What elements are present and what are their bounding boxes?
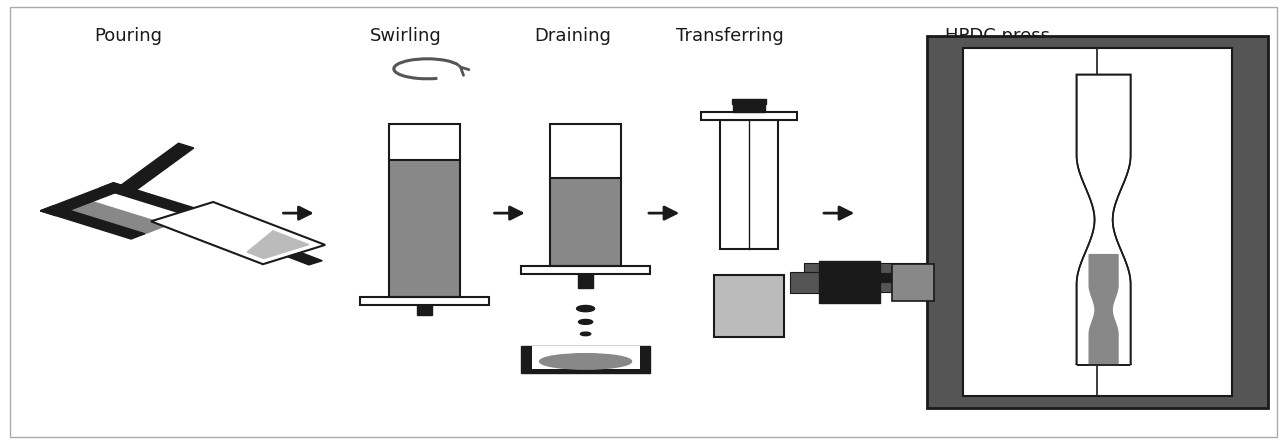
Polygon shape bbox=[121, 143, 194, 190]
Polygon shape bbox=[287, 253, 322, 265]
Bar bbox=[804, 263, 927, 273]
Polygon shape bbox=[99, 183, 205, 216]
Bar bbox=[521, 266, 650, 274]
Polygon shape bbox=[1089, 254, 1118, 365]
Bar bbox=[389, 124, 461, 160]
Bar bbox=[804, 274, 927, 281]
Bar bbox=[790, 272, 822, 293]
Bar bbox=[551, 124, 620, 266]
Bar bbox=[819, 261, 880, 303]
Polygon shape bbox=[247, 231, 309, 258]
Bar bbox=[732, 99, 766, 104]
Bar bbox=[963, 48, 1232, 396]
Bar bbox=[734, 104, 764, 112]
Polygon shape bbox=[1076, 75, 1131, 365]
Bar bbox=[713, 275, 785, 337]
Text: HPDC press: HPDC press bbox=[945, 27, 1050, 45]
Circle shape bbox=[580, 332, 591, 336]
Text: Swirling: Swirling bbox=[369, 27, 441, 45]
Polygon shape bbox=[69, 202, 167, 234]
Bar bbox=[804, 282, 927, 292]
Ellipse shape bbox=[539, 353, 632, 369]
Bar bbox=[721, 120, 777, 249]
Bar bbox=[892, 264, 934, 301]
Circle shape bbox=[579, 320, 592, 324]
Polygon shape bbox=[40, 206, 145, 239]
Bar bbox=[389, 124, 461, 297]
Polygon shape bbox=[40, 183, 129, 216]
Bar bbox=[551, 124, 620, 178]
Bar bbox=[700, 112, 797, 120]
Bar bbox=[551, 178, 620, 266]
Bar bbox=[578, 274, 593, 288]
Text: Draining: Draining bbox=[534, 27, 611, 45]
Polygon shape bbox=[151, 202, 326, 264]
Text: Pouring: Pouring bbox=[95, 27, 162, 45]
Bar bbox=[389, 160, 461, 297]
Text: Transferring: Transferring bbox=[676, 27, 784, 45]
Circle shape bbox=[577, 305, 595, 312]
Bar bbox=[532, 346, 640, 369]
Bar bbox=[521, 346, 650, 373]
Bar bbox=[360, 297, 489, 305]
Bar bbox=[927, 36, 1268, 408]
Bar bbox=[417, 305, 432, 315]
